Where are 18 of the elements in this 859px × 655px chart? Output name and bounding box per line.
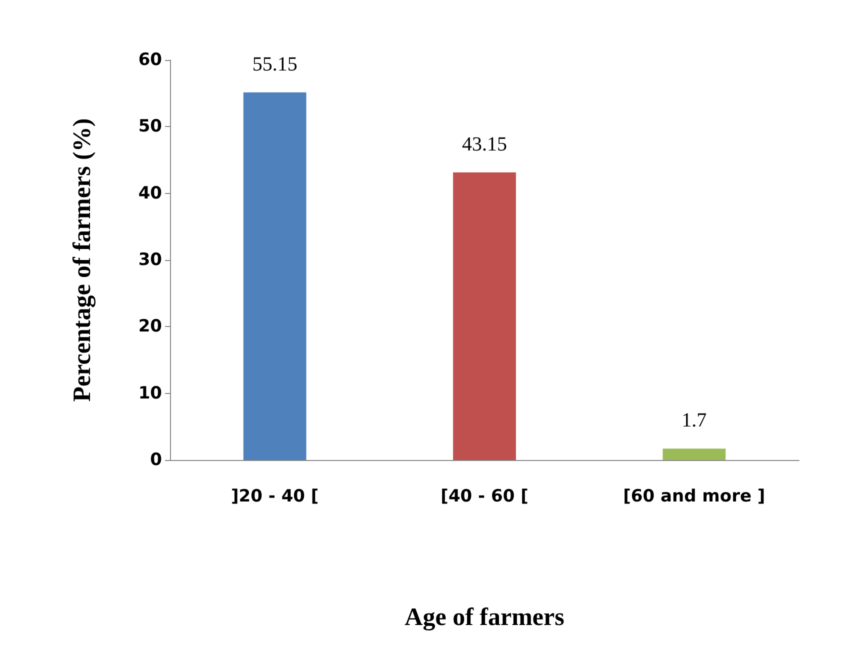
bar	[662, 448, 726, 460]
x-tick-label: [40 - 60 [	[440, 486, 528, 506]
y-tick-label: 50	[138, 116, 162, 137]
data-label: 55.15	[252, 53, 298, 76]
y-tick-label: 20	[138, 316, 162, 337]
y-axis-title: Percentage of farmers (%)	[69, 118, 96, 402]
x-axis-title: Age of farmers	[404, 604, 565, 631]
y-tick-label: 10	[138, 383, 162, 404]
y-tick-label: 30	[138, 250, 162, 270]
data-label: 43.15	[462, 133, 507, 156]
x-tick-label: [60 and more ]	[623, 486, 766, 506]
data-label: 1.7	[682, 410, 707, 432]
x-tick-label: ]20 - 40 [	[230, 486, 319, 506]
y-tick-label: 0	[150, 450, 162, 470]
bar	[453, 172, 516, 460]
y-tick-label: 60	[138, 50, 162, 70]
bar	[243, 92, 306, 460]
y-tick-label: 40	[138, 183, 162, 204]
